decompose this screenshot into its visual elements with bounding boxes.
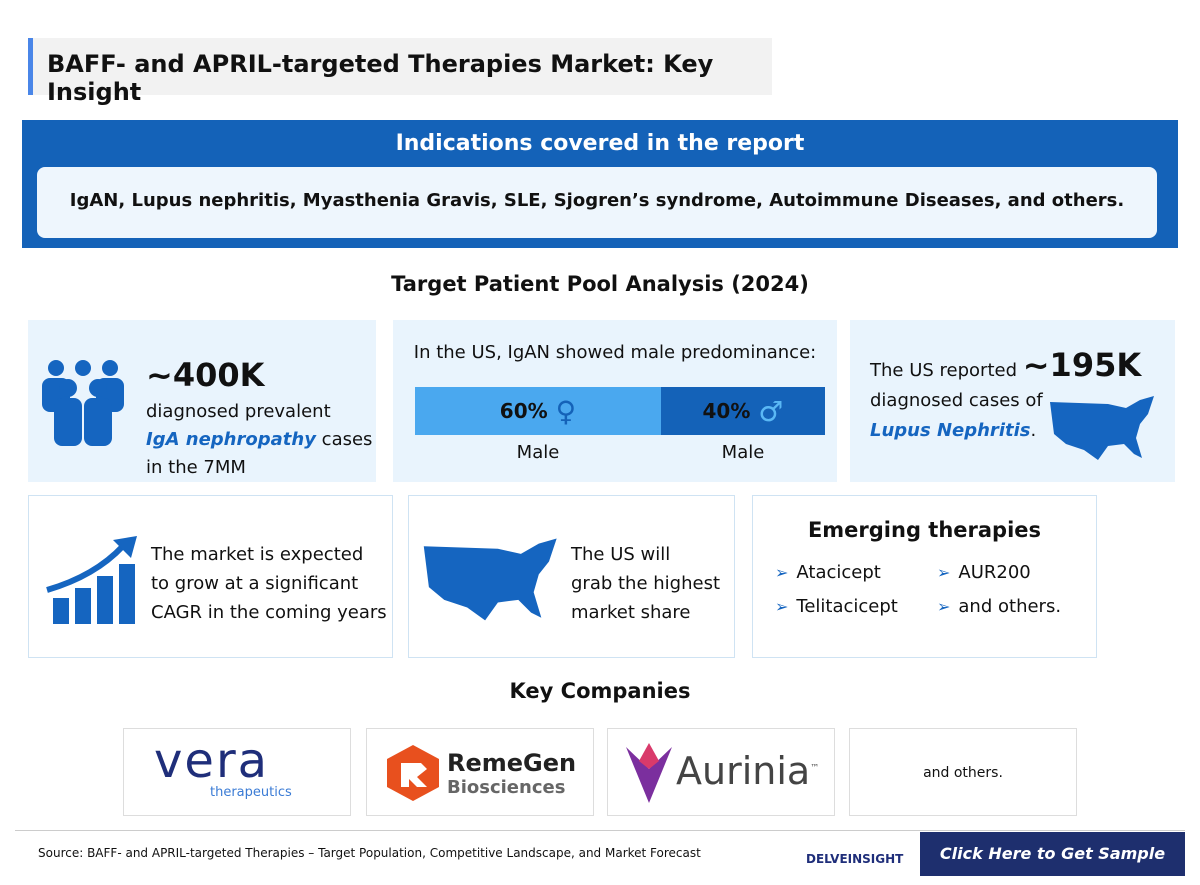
gender-captions: Male Male	[415, 442, 825, 463]
title: BAFF- and APRIL-targeted Therapies Marke…	[47, 50, 714, 106]
gender-panel: In the US, IgAN showed male predominance…	[393, 320, 837, 482]
segment-label: 60%	[499, 399, 548, 423]
logo-name: Aurinia™	[676, 749, 819, 793]
title-box: BAFF- and APRIL-targeted Therapies Marke…	[28, 38, 772, 106]
indications-text: IgAN, Lupus nephritis, Myasthenia Gravis…	[69, 190, 1125, 211]
stat2-panel: The US reported ~195K diagnosed cases of…	[850, 320, 1175, 482]
text-line: The market is expected	[151, 544, 364, 565]
text: in the 7MM	[146, 457, 246, 478]
source: Source: BAFF- and APRIL-targeted Therapi…	[38, 846, 701, 860]
therapy-name: Atacicept	[796, 562, 881, 583]
gender-symbol: ♂	[758, 394, 784, 428]
growth-icon	[46, 536, 137, 624]
chevron-icon: ➢	[937, 563, 951, 582]
text: cases	[321, 429, 373, 450]
text-line: The US will	[571, 544, 671, 565]
stat-value: ~400K	[146, 356, 265, 394]
logo-name: vera	[154, 733, 270, 789]
us-map	[1050, 396, 1154, 460]
gender-bar: 60% ♀ 40% ♂	[415, 387, 825, 435]
footer-rule	[15, 830, 1185, 831]
us-map	[423, 538, 557, 621]
gender-intro: In the US, IgAN showed male predominance…	[413, 342, 817, 363]
therapy-item: ➢ Telitacicept	[775, 596, 898, 617]
therapy-name: and others.	[958, 596, 1062, 617]
indications-box: IgAN, Lupus nephritis, Myasthenia Gravis…	[37, 167, 1157, 238]
logo-icon	[387, 745, 439, 801]
trademark: ™	[810, 763, 820, 774]
therapy-item: ➢ and others.	[937, 596, 1061, 617]
emerging-box: Emerging therapies ➢ Atacicept ➢ AUR200 ➢ Tel…	[752, 495, 1097, 658]
people-icon	[42, 360, 124, 446]
text-line: to grow at a significant	[151, 573, 359, 594]
highlight: Lupus Nephritis	[870, 420, 1031, 441]
stat1-panel: ~400K diagnosed prevalent IgA nephropath…	[28, 320, 376, 482]
gender-symbol: ♀	[555, 394, 577, 428]
cta-button[interactable]: Click Here to Get Sample Page	[920, 832, 1185, 876]
gender-segment: 60% ♀	[415, 387, 661, 435]
logo-icon	[626, 743, 672, 803]
segment-caption: Male	[516, 442, 560, 463]
emerging-heading: Emerging therapies	[807, 518, 1042, 542]
share-text: The US will grab the highest market share	[571, 540, 720, 627]
others-box: and others.	[849, 728, 1077, 816]
text-line: market share	[571, 602, 691, 623]
text: The US reported	[870, 360, 1017, 381]
stat-value: ~195K	[1022, 346, 1142, 384]
remegen-logo: RemeGen Biosciences	[366, 728, 594, 816]
text: Aurinia	[676, 749, 811, 793]
therapy-name: Telitacicept	[796, 596, 898, 617]
companies-heading: Key Companies	[509, 679, 691, 703]
stat-text: diagnosed prevalent IgA nephropathy case…	[146, 398, 372, 482]
text: .	[1030, 420, 1037, 441]
brand: DELVEINSIGHT	[806, 852, 904, 866]
text-line: CAGR in the coming years	[151, 602, 387, 623]
aurinia-logo: Aurinia™	[607, 728, 835, 816]
text: diagnosed cases of	[870, 390, 1043, 411]
text: diagnosed prevalent	[146, 401, 331, 422]
therapy-item: ➢ Atacicept	[775, 562, 881, 583]
chevron-icon: ➢	[775, 563, 789, 582]
logo-name: RemeGen	[447, 749, 577, 777]
gender-segment: 40% ♂	[661, 387, 825, 435]
chevron-icon: ➢	[937, 597, 951, 616]
segment-caption: Male	[721, 442, 765, 463]
stat-text: The US reported ~195K diagnosed cases of…	[870, 349, 1141, 446]
pool-heading: Target Patient Pool Analysis (2024)	[391, 272, 809, 296]
segment-label: 40%	[702, 399, 751, 423]
share-box: The US will grab the highest market share	[408, 495, 735, 658]
indications-heading: Indications covered in the report	[395, 131, 805, 156]
chevron-icon: ➢	[775, 597, 789, 616]
others-text: and others.	[923, 765, 1003, 781]
indications-band: Indications covered in the report IgAN, …	[22, 120, 1178, 248]
highlight: IgA nephropathy	[146, 429, 316, 450]
therapy-name: AUR200	[958, 562, 1031, 583]
therapy-item: ➢ AUR200	[937, 562, 1031, 583]
growth-box: The market is expected to grow at a signi…	[28, 495, 393, 658]
logo-sub: Biosciences	[447, 777, 566, 798]
vera-logo: vera therapeutics	[123, 728, 351, 816]
growth-text: The market is expected to grow at a signi…	[151, 540, 387, 627]
logo-sub: therapeutics	[210, 785, 292, 800]
text-line: grab the highest	[571, 573, 721, 594]
